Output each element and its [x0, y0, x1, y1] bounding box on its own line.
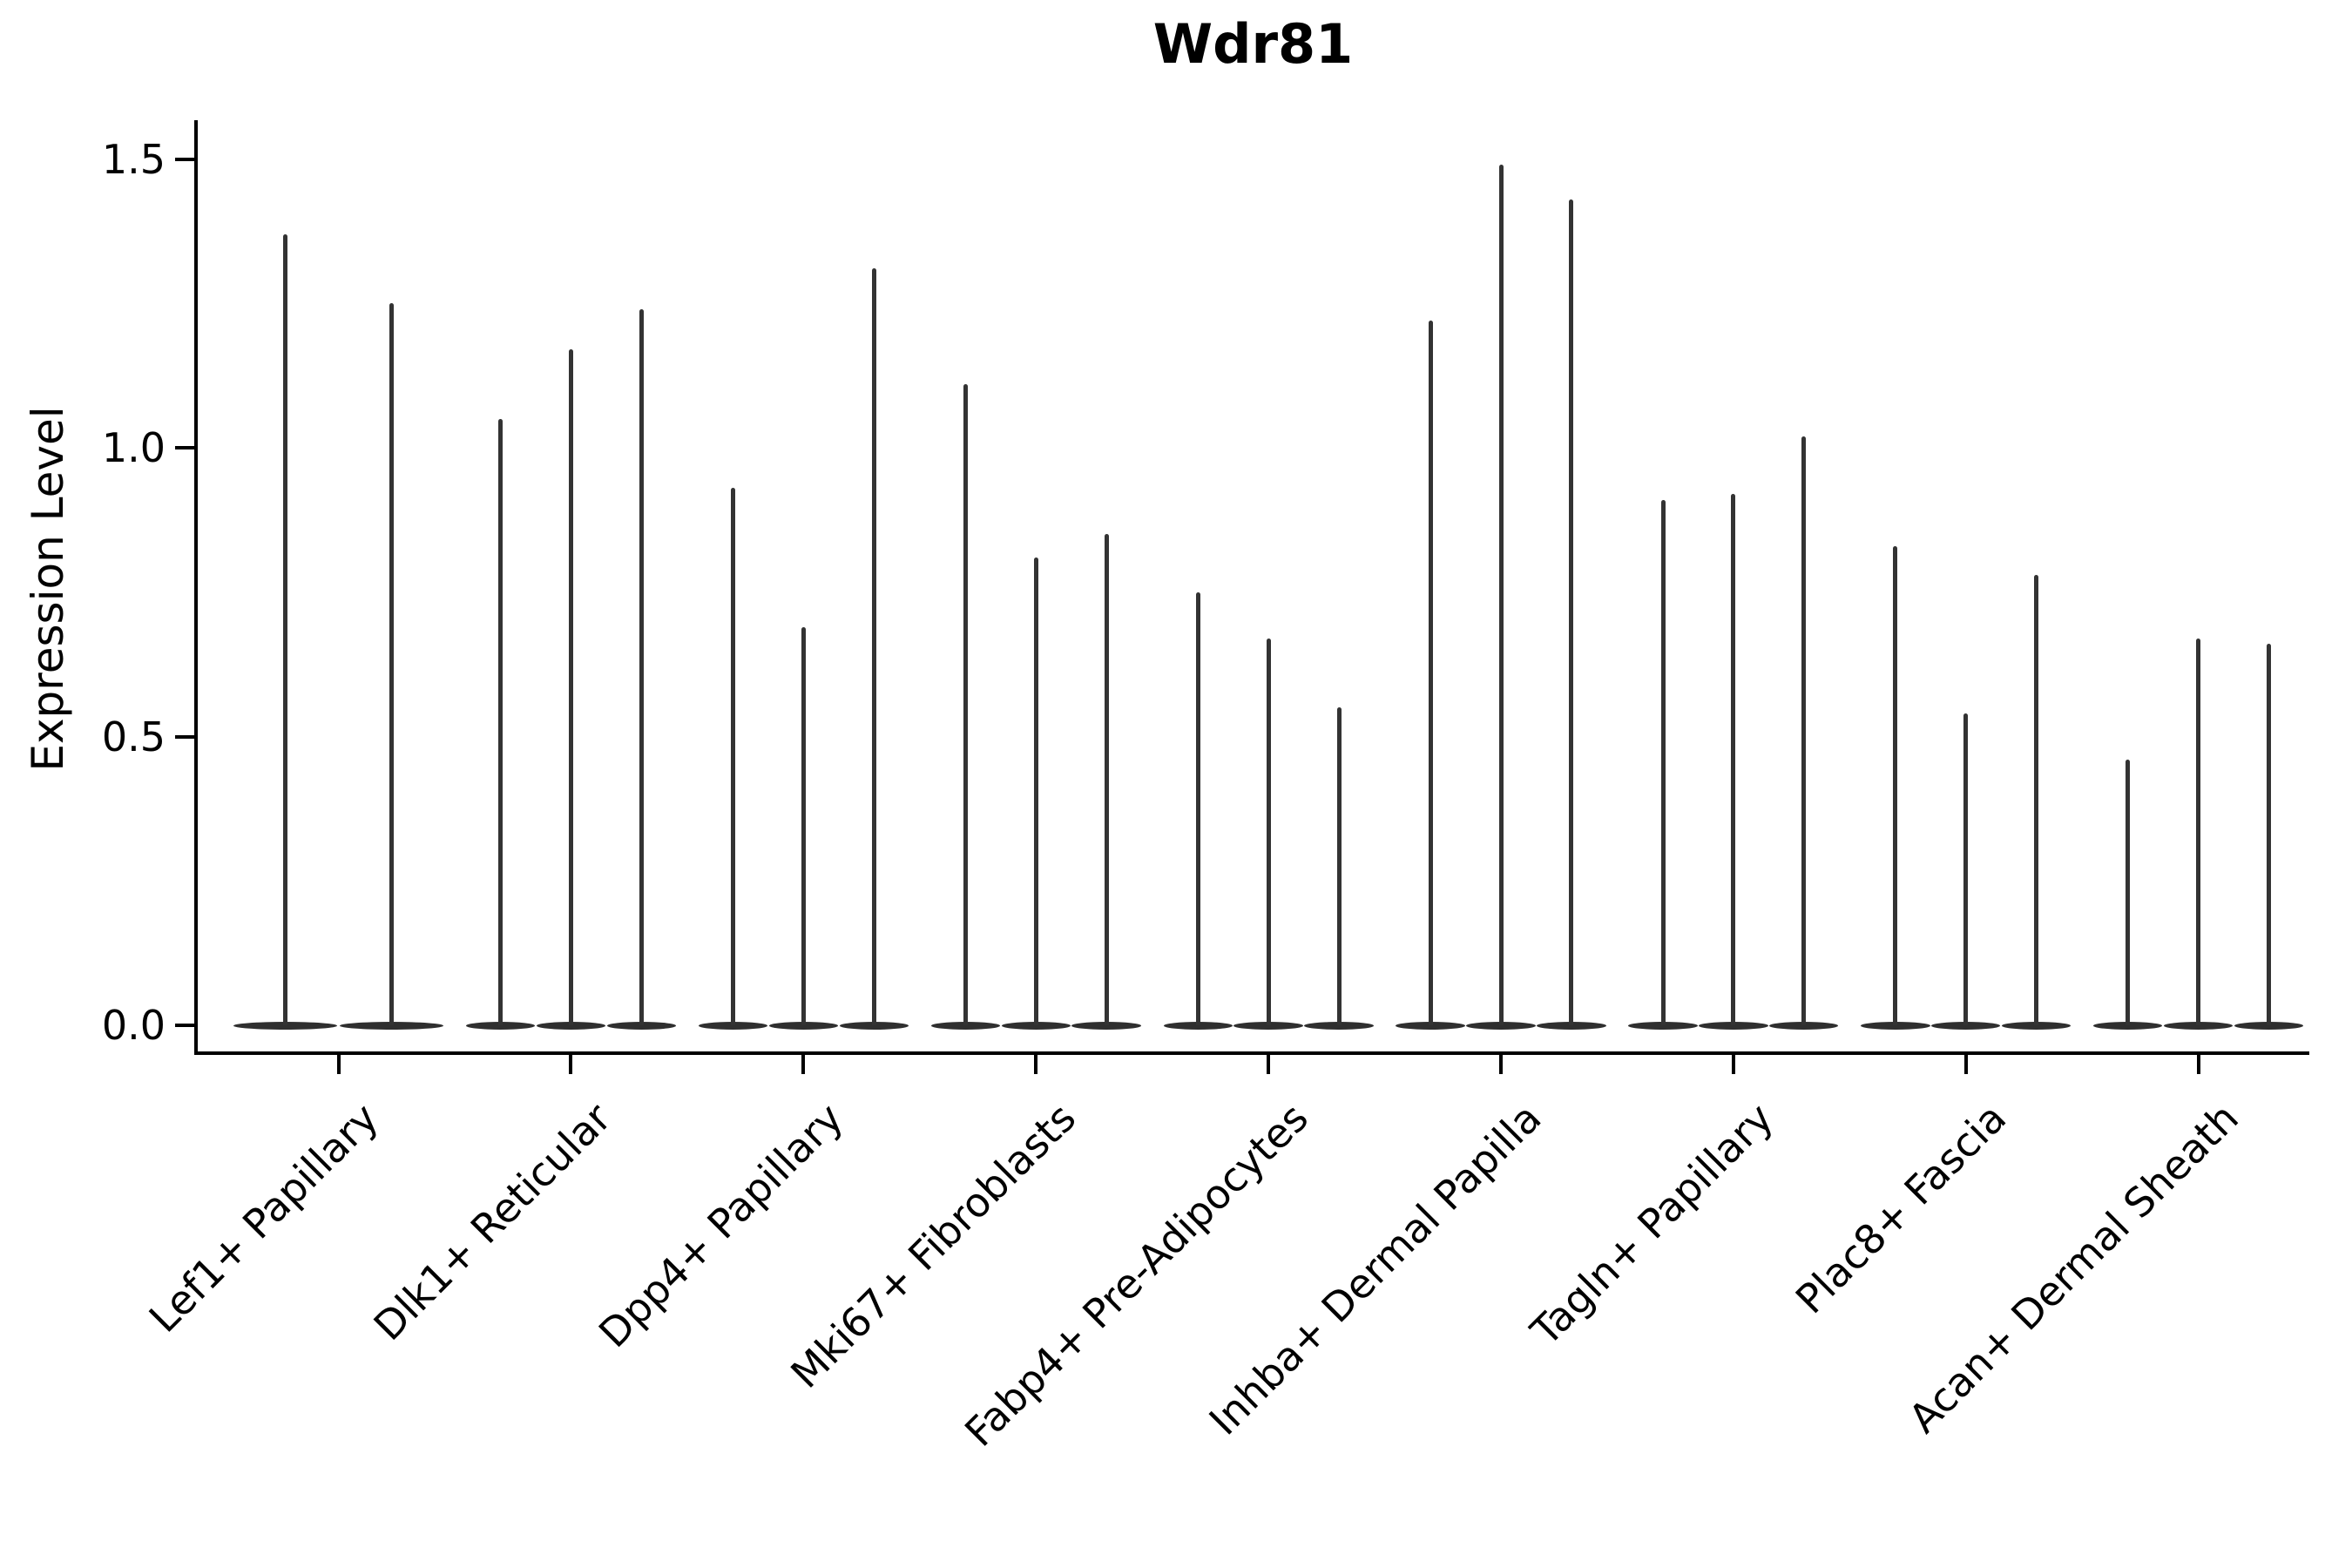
y-axis-line	[194, 120, 198, 1055]
violin-spike	[1033, 557, 1038, 1025]
violin-base	[930, 1021, 1000, 1030]
x-tick-label: Tagln+ Papillary	[1522, 1094, 1783, 1355]
violin-spike	[871, 268, 876, 1025]
violin-spike	[568, 349, 573, 1025]
x-tick-mark	[1499, 1055, 1503, 1074]
violin-base	[1233, 1021, 1303, 1030]
violin-base	[768, 1021, 838, 1030]
violin-base	[233, 1021, 338, 1030]
x-tick-mark	[1034, 1055, 1038, 1074]
violin-base	[2234, 1021, 2304, 1030]
y-tick-mark	[175, 157, 194, 161]
violin-spike	[1569, 199, 1574, 1025]
violin-spike	[639, 308, 644, 1025]
violin-base	[1304, 1021, 1374, 1030]
violin-base	[1396, 1021, 1465, 1030]
violin-base	[1001, 1021, 1071, 1030]
violin-base	[536, 1021, 606, 1030]
y-tick-label: 0.5	[101, 713, 166, 760]
y-tick-mark	[175, 446, 194, 449]
violin-spike	[2267, 644, 2272, 1025]
violin-base	[839, 1021, 909, 1030]
chart-title: Wdr81	[1152, 12, 1354, 76]
violin-spike	[1428, 321, 1433, 1025]
x-tick-label: Dpp4+ Papillary	[590, 1094, 853, 1357]
violin-spike	[1801, 436, 1807, 1025]
violin-base	[1769, 1021, 1839, 1030]
y-tick-mark	[175, 1024, 194, 1027]
violin-base	[1466, 1021, 1536, 1030]
violin-spike	[1498, 165, 1504, 1025]
violin-spike	[389, 303, 394, 1025]
violin-base	[465, 1021, 536, 1030]
violin-spike	[801, 626, 806, 1025]
x-tick-label: Lef1+ Papillary	[139, 1094, 388, 1342]
violin-base	[698, 1021, 768, 1030]
y-tick-label: 1.5	[101, 135, 166, 183]
violin-spike	[2196, 638, 2201, 1025]
x-tick-label: Dlk1+ Reticular	[364, 1094, 620, 1350]
x-tick-mark	[801, 1055, 806, 1074]
x-tick-mark	[1267, 1055, 1271, 1074]
x-tick-mark	[1963, 1055, 1968, 1074]
violin-spike	[1195, 591, 1200, 1025]
violin-base	[2093, 1021, 2163, 1030]
violin-base	[1071, 1021, 1141, 1030]
violin-spike	[283, 233, 288, 1025]
violin-spike	[2034, 574, 2039, 1025]
violin-base	[1163, 1021, 1233, 1030]
violin-base	[2164, 1021, 2234, 1030]
y-tick-label: 1.0	[101, 424, 166, 471]
violin-base	[1628, 1021, 1698, 1030]
violin-spike	[1104, 534, 1109, 1025]
x-tick-mark	[569, 1055, 573, 1074]
violin-spike	[2126, 760, 2131, 1025]
x-axis-line	[194, 1051, 2309, 1055]
violin-spike	[1893, 545, 1898, 1025]
violin-spike	[1336, 707, 1342, 1025]
violin-base	[1537, 1021, 1606, 1030]
x-tick-label: Plac8+ Fascia	[1786, 1094, 2015, 1323]
violin-base	[606, 1021, 676, 1030]
y-tick-mark	[175, 734, 194, 739]
violin-spike	[1266, 638, 1271, 1025]
x-tick-mark	[2196, 1055, 2200, 1074]
x-tick-mark	[336, 1055, 341, 1074]
violin-spike	[963, 384, 968, 1025]
violin-base	[1931, 1021, 2001, 1030]
violin-spike	[1963, 713, 1969, 1025]
violin-base	[1861, 1021, 1930, 1030]
violin-spike	[1660, 499, 1666, 1025]
violin-spike	[730, 488, 735, 1025]
x-tick-mark	[1731, 1055, 1735, 1074]
violin-base	[2002, 1021, 2072, 1030]
violin-base	[1699, 1021, 1768, 1030]
violin-spike	[498, 418, 503, 1025]
violin-base	[339, 1021, 443, 1030]
y-tick-label: 0.0	[101, 1002, 166, 1049]
violin-spike	[1731, 494, 1736, 1025]
